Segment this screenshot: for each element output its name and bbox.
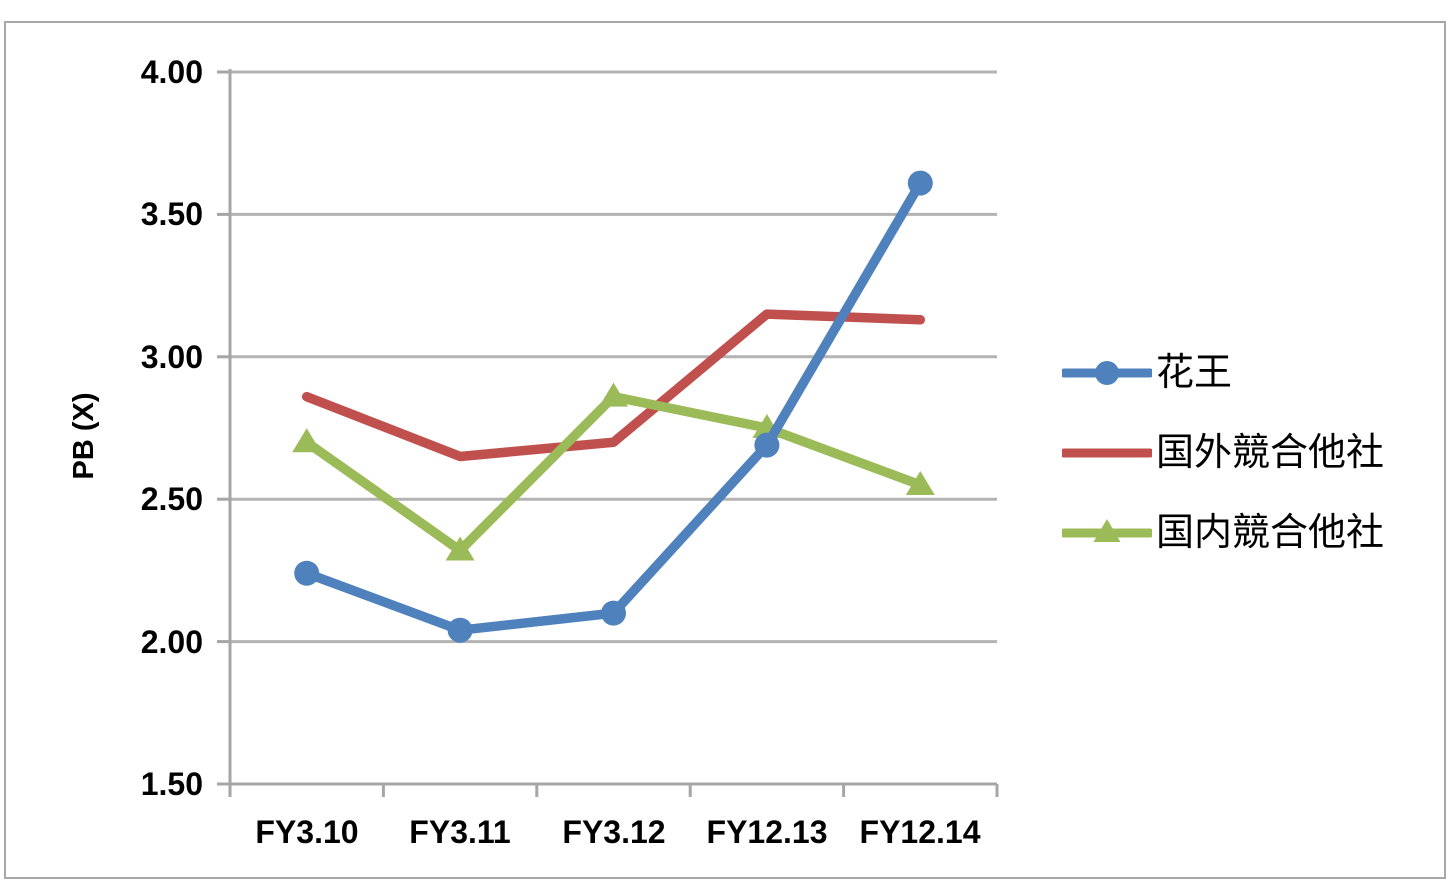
data-point-circle xyxy=(754,432,780,458)
legend-label: 国内競合他社 xyxy=(1156,512,1385,554)
line-marker-icon xyxy=(1062,448,1152,458)
data-point-triangle xyxy=(905,470,935,495)
legend-item: 国外競合他社 xyxy=(1062,431,1384,475)
y-axis-tick-label: 3.00 xyxy=(140,339,203,375)
legend-item: 国内競合他社 xyxy=(1062,511,1384,555)
data-point-circle xyxy=(294,560,320,586)
data-point-triangle xyxy=(445,536,475,561)
data-point-circle xyxy=(447,617,473,643)
y-axis-tick-label: 2.50 xyxy=(140,481,203,517)
x-axis-tick-label: FY12.13 xyxy=(706,814,828,850)
chart-frame xyxy=(4,21,1446,879)
y-axis-tick-label: 1.50 xyxy=(140,766,203,802)
y-axis-tick-label: 4.00 xyxy=(140,54,203,90)
data-point-triangle xyxy=(292,428,322,453)
legend-item: 花王 xyxy=(1062,351,1384,395)
data-point-circle xyxy=(601,600,626,626)
x-axis-tick-label: FY3.11 xyxy=(409,814,511,850)
series-line-1 xyxy=(301,309,926,462)
line-circle-marker-icon xyxy=(1062,361,1152,385)
data-point-triangle xyxy=(599,382,628,407)
y-axis-tick-label: 2.00 xyxy=(140,624,203,660)
legend: 花王 国外競合他社 国内競合他社 xyxy=(1062,351,1384,591)
series-line-2 xyxy=(301,391,926,556)
x-axis-tick-label: FY3.12 xyxy=(562,814,666,850)
y-axis-tick-label: 3.50 xyxy=(140,196,203,232)
data-point-circle xyxy=(907,170,933,196)
x-axis-tick-label: FY3.10 xyxy=(255,814,359,850)
legend-label: 国外競合他社 xyxy=(1156,432,1385,474)
line-triangle-marker-icon xyxy=(1062,519,1152,542)
x-axis-tick-label: FY12.14 xyxy=(859,814,981,850)
legend-label: 花王 xyxy=(1156,352,1233,394)
